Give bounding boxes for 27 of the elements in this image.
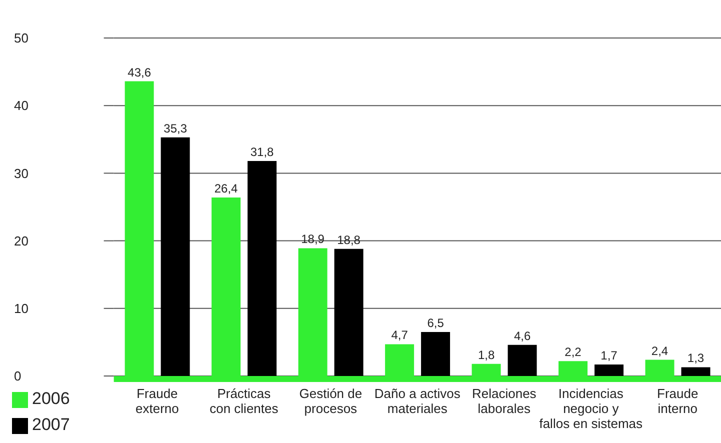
text: 6,5 — [427, 316, 444, 330]
legend-label: 2006 — [32, 389, 70, 408]
x-tick-label: Gestión de procesos — [299, 386, 362, 416]
y-tick-label: 50 — [14, 30, 28, 46]
text: 43,6 — [128, 65, 152, 80]
x-tick-label: Prácticas con clientes — [210, 386, 279, 416]
x-tick-label: Relaciones laborales — [472, 386, 537, 416]
text: 1,3 — [687, 351, 704, 366]
text: 4,6 — [514, 328, 531, 343]
x-tick-label: Fraude externo — [136, 386, 179, 416]
y-tick-label: 0 — [14, 368, 22, 384]
text: 1,7 — [600, 348, 618, 363]
text: 35,3 — [164, 121, 188, 136]
y-tick-label: 30 — [14, 166, 28, 181]
y-tick-label: 40 — [14, 98, 28, 114]
y-tick-label: 10 — [14, 300, 28, 316]
text: 31,8 — [250, 145, 274, 160]
legend-label: 2007 — [32, 415, 70, 434]
x-tick-label: Daño a activos materiales — [374, 386, 461, 416]
text: 26,4 — [214, 182, 238, 196]
text: 1,8 — [478, 348, 495, 362]
text: 2,4 — [651, 344, 668, 358]
text: 4,7 — [391, 328, 408, 342]
y-tick-label: 20 — [14, 233, 28, 248]
text: 2,2 — [564, 345, 582, 360]
x-tick-label: Incidencias negocio y fallos en sistemas — [539, 386, 644, 431]
x-tick-label: Fraude interno — [657, 386, 698, 416]
